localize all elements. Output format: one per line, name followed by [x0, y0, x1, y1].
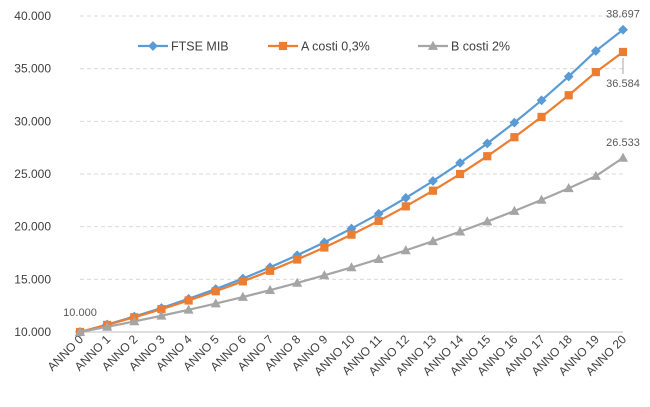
data-point — [183, 304, 194, 314]
data-point — [428, 186, 438, 195]
series-3 — [74, 152, 629, 336]
series-line — [79, 51, 624, 334]
legend-label: A costi 0,3% — [301, 40, 370, 54]
legend-marker — [148, 41, 158, 51]
data-point — [265, 266, 275, 275]
data-point — [456, 169, 465, 179]
data-point — [617, 152, 629, 162]
data-label: 36.584 — [606, 78, 640, 90]
data-point — [618, 47, 628, 57]
data-point — [374, 216, 383, 226]
legend: FTSE MIB A costi 0,3% B costi 2% — [138, 40, 510, 54]
data-point — [509, 205, 520, 215]
data-label: 26.533 — [606, 137, 640, 149]
data-label: 38.697 — [606, 9, 640, 21]
data-point — [238, 277, 248, 286]
data-point — [536, 194, 547, 204]
gridlines — [80, 15, 623, 333]
data-point — [483, 152, 492, 161]
data-point — [401, 202, 410, 211]
data-point — [537, 112, 546, 122]
y-tick-label: 30.000 — [14, 114, 51, 128]
y-tick-label: 15.000 — [14, 272, 51, 286]
data-point — [74, 326, 86, 336]
data-point — [346, 262, 357, 272]
data-point — [510, 133, 519, 142]
y-tick-label: 10.000 — [14, 325, 51, 339]
data-point — [455, 157, 466, 168]
data-point — [455, 226, 466, 236]
data-point — [509, 117, 520, 128]
data-point — [563, 71, 574, 82]
y-axis: 10.000 15.000 20.000 25.000 30.000 35.000 40.0… — [14, 9, 51, 339]
data-point — [184, 296, 193, 305]
data-point — [428, 176, 438, 186]
data-point — [102, 321, 113, 331]
data-point — [482, 216, 493, 226]
data-point — [293, 255, 302, 264]
data-point — [482, 138, 493, 149]
legend-item: FTSE MIB — [138, 40, 229, 54]
data-point — [536, 95, 547, 106]
legend-item: A costi 0,3% — [268, 40, 370, 54]
legend-marker — [278, 41, 288, 51]
y-tick-label: 35.000 — [14, 62, 51, 76]
y-tick-label: 25.000 — [14, 167, 51, 181]
series-group — [74, 24, 629, 337]
data-point — [564, 91, 573, 100]
data-labels: 10.000 38.697 36.584 26.533 — [63, 9, 640, 319]
data-point — [211, 287, 220, 296]
legend-label: B costi 2% — [451, 40, 510, 54]
legend-label: FTSE MIB — [171, 40, 229, 54]
y-tick-label: 40.000 — [14, 9, 51, 23]
series-line — [79, 28, 624, 334]
data-point — [590, 46, 601, 56]
data-point — [400, 245, 411, 255]
data-point — [590, 170, 601, 180]
data-point — [563, 183, 574, 193]
data-point — [237, 291, 248, 301]
series-2 — [75, 47, 628, 337]
data-point — [373, 253, 384, 263]
data-point — [400, 193, 411, 203]
data-point — [156, 310, 167, 320]
data-point — [129, 316, 140, 326]
y-tick-label: 20.000 — [14, 220, 51, 234]
legend-marker — [427, 40, 439, 50]
data-point — [591, 68, 600, 77]
data-point — [210, 298, 221, 308]
series-1 — [75, 24, 628, 337]
data-point — [427, 235, 438, 246]
data-point — [320, 243, 329, 252]
data-point — [319, 270, 330, 280]
data-point — [618, 24, 628, 35]
data-point — [265, 284, 276, 294]
data-point — [292, 277, 303, 287]
data-point — [347, 230, 356, 239]
data-label: 10.000 — [63, 307, 97, 319]
legend-item: B costi 2% — [418, 40, 510, 54]
